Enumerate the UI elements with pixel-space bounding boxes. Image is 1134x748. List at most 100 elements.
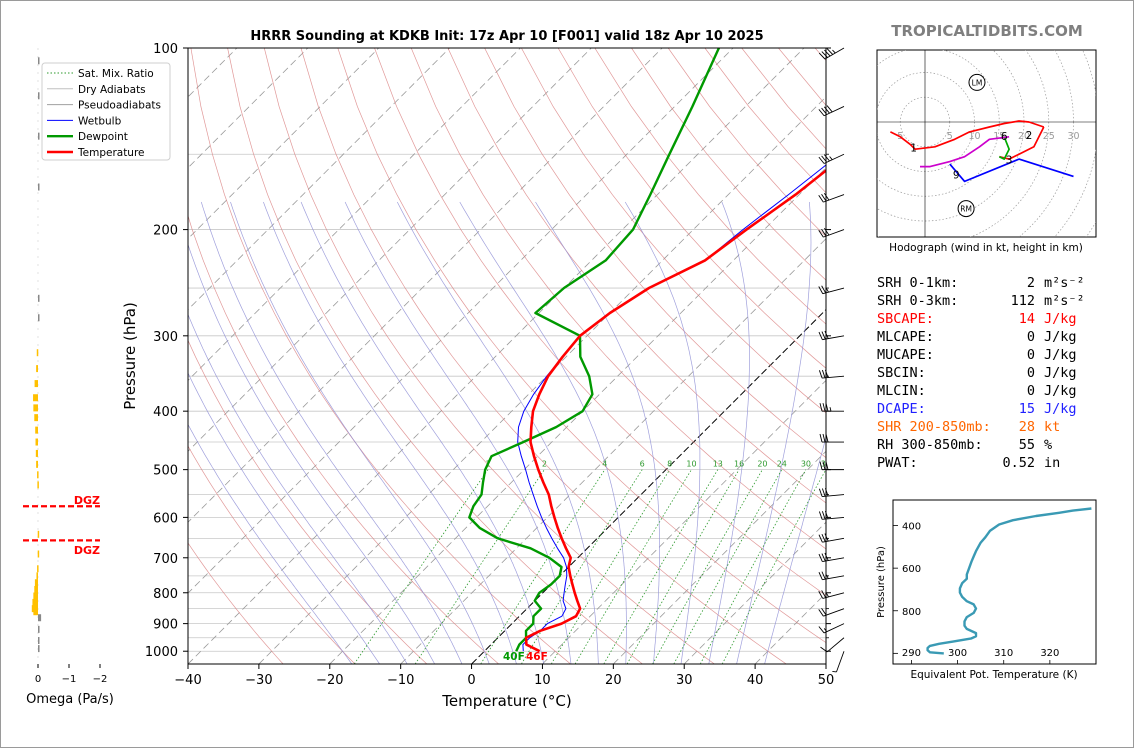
omega-bar xyxy=(38,92,40,100)
index-value: 0 xyxy=(1027,365,1035,381)
wind-barb-flag xyxy=(821,51,828,58)
wind-barb-flag xyxy=(818,591,824,599)
wind-barb xyxy=(818,192,845,203)
pseudoadiabat-line xyxy=(263,201,517,664)
omega-bar xyxy=(38,625,40,633)
isotherm-line xyxy=(542,379,826,664)
omega-bar xyxy=(33,592,38,600)
wind-barb-flag xyxy=(821,155,828,163)
mixing-ratio-label: 16 xyxy=(734,460,744,469)
wind-barb-flag xyxy=(821,369,826,378)
wind-barb-flag xyxy=(819,403,823,412)
omega-bar xyxy=(34,380,38,388)
wind-barb-staff xyxy=(822,335,845,341)
theta-e-x-tick-label: 290 xyxy=(902,648,921,659)
index-value: 0.52 xyxy=(1002,455,1035,471)
wind-barb xyxy=(818,552,845,563)
omega-bar xyxy=(32,598,38,606)
wind-barb-flag xyxy=(821,511,826,520)
omega-bar xyxy=(38,637,40,645)
wind-barb-flag xyxy=(822,461,826,470)
wind-barb-flag xyxy=(825,461,829,470)
index-label: MLCIN: xyxy=(877,383,926,399)
wind-barb-half-flag xyxy=(826,288,829,293)
wind-barb-flag xyxy=(818,488,823,497)
index-value: 0 xyxy=(1027,383,1035,399)
isotherm-line xyxy=(188,48,521,381)
index-value: 55 xyxy=(1019,437,1035,453)
omega-bar xyxy=(34,579,38,587)
skewt-axes-frame xyxy=(187,47,827,665)
wind-barb-flag xyxy=(826,105,833,113)
pseudoadiabat-line xyxy=(535,201,660,664)
temperature-surface-label: 46F xyxy=(526,651,548,663)
mixing-ratio-label: 24 xyxy=(777,460,787,469)
omega-bar xyxy=(37,530,40,538)
dgz-label-bottom: DGZ xyxy=(74,544,100,557)
legend-entry-label: Sat. Mix. Ratio xyxy=(78,68,154,80)
wind-barb xyxy=(818,330,845,341)
index-label: SRH 0-3km: xyxy=(877,293,958,309)
wind-barb-staff xyxy=(823,608,845,617)
index-label: RH 300-850mb: xyxy=(877,437,983,453)
wind-barb-half-flag xyxy=(826,574,829,579)
pseudoadiabat-line xyxy=(188,243,436,664)
isotherm-line xyxy=(329,167,826,664)
wind-barb-flag xyxy=(818,331,823,340)
y-tick-label: 300 xyxy=(153,330,178,345)
pseudoadiabat-line xyxy=(200,201,463,664)
theta-e-x-label: Equivalent Pot. Temperature (K) xyxy=(910,669,1077,681)
isotherm-line xyxy=(188,48,734,594)
index-label: SRH 0-1km: xyxy=(877,275,958,291)
wind-barb-staff xyxy=(822,494,845,497)
chart-title: HRRR Sounding at KDKB Init: 17z Apr 10 [… xyxy=(250,29,763,44)
legend-entry-label: Dry Adiabats xyxy=(78,84,146,96)
hodograph-height-label: 9 xyxy=(953,169,960,181)
wind-barb-flag xyxy=(821,488,826,497)
legend: Sat. Mix. Ratio Dry Adiabats Pseudoadiabat… xyxy=(41,62,171,161)
wind-barb-staff xyxy=(823,194,845,203)
wind-barb-flag xyxy=(820,646,828,653)
pseudoadiabat-line xyxy=(624,201,701,664)
index-value: 0 xyxy=(1027,329,1035,345)
wind-barb-flag xyxy=(821,228,827,237)
index-unit: J/kg xyxy=(1044,311,1077,327)
hodograph-trace xyxy=(920,135,1010,168)
index-unit: J/kg xyxy=(1044,365,1077,381)
pseudoadiabat-line xyxy=(300,201,545,664)
wind-barb-flag xyxy=(825,433,829,443)
index-unit: J/kg xyxy=(1044,329,1077,345)
wind-barb-staff xyxy=(826,637,845,653)
wind-barb-flag xyxy=(818,534,823,543)
y-tick-label: 900 xyxy=(153,618,178,633)
dry-adiabat-line xyxy=(374,48,826,596)
wind-barb-flag xyxy=(821,590,827,598)
wind-barb-half-flag xyxy=(823,628,828,632)
index-unit: % xyxy=(1044,437,1052,453)
hodograph-ring-label: 25 xyxy=(1043,131,1055,142)
wind-barb-flag xyxy=(822,403,826,412)
index-value: 112 xyxy=(1011,293,1035,309)
mixing-ratio-line xyxy=(574,469,692,664)
wind-barb xyxy=(818,105,845,117)
wind-barb-staff xyxy=(836,651,845,673)
wind-barb-flag xyxy=(821,608,827,616)
theta-e-plot-area xyxy=(926,507,1092,655)
index-unit: J/kg xyxy=(1044,401,1077,417)
omega-panel: 0 −1 −2 xyxy=(23,48,107,685)
dry-adiabat-line xyxy=(484,48,826,459)
x-tick-label: 40 xyxy=(747,673,764,688)
wind-barb-flag xyxy=(821,533,826,542)
mixing-ratio-label: 30 xyxy=(801,460,811,469)
zero-isotherm xyxy=(471,308,826,664)
dry-adiabat-line xyxy=(263,48,715,664)
dewpoint-series-line xyxy=(468,48,720,652)
x-tick-label: −40 xyxy=(174,673,201,688)
hodograph-trace xyxy=(999,126,1045,160)
omega-tick-label: 0 xyxy=(35,674,41,685)
legend-entry-label: Wetbulb xyxy=(78,115,122,127)
index-value: 15 xyxy=(1019,401,1035,417)
y-tick-label: 700 xyxy=(153,552,178,567)
brand-logo: TROPICALTIDBITS.COM xyxy=(891,22,1083,40)
wind-barb xyxy=(832,651,845,673)
